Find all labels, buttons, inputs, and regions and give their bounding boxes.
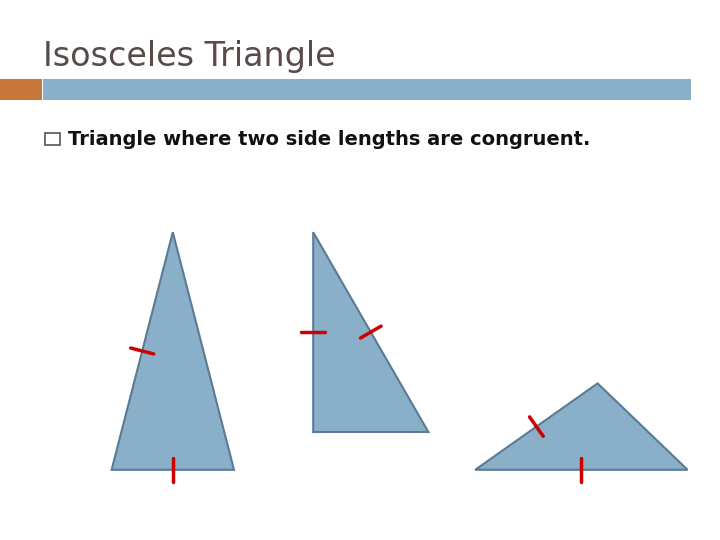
Polygon shape — [475, 383, 688, 470]
Polygon shape — [112, 232, 234, 470]
Bar — [43, 79, 691, 100]
Text: Triangle where two side lengths are congruent.: Triangle where two side lengths are cong… — [68, 130, 591, 149]
Text: Isosceles Triangle: Isosceles Triangle — [43, 40, 336, 73]
Polygon shape — [313, 232, 428, 432]
Bar — [0, 79, 42, 100]
Bar — [45, 133, 60, 145]
